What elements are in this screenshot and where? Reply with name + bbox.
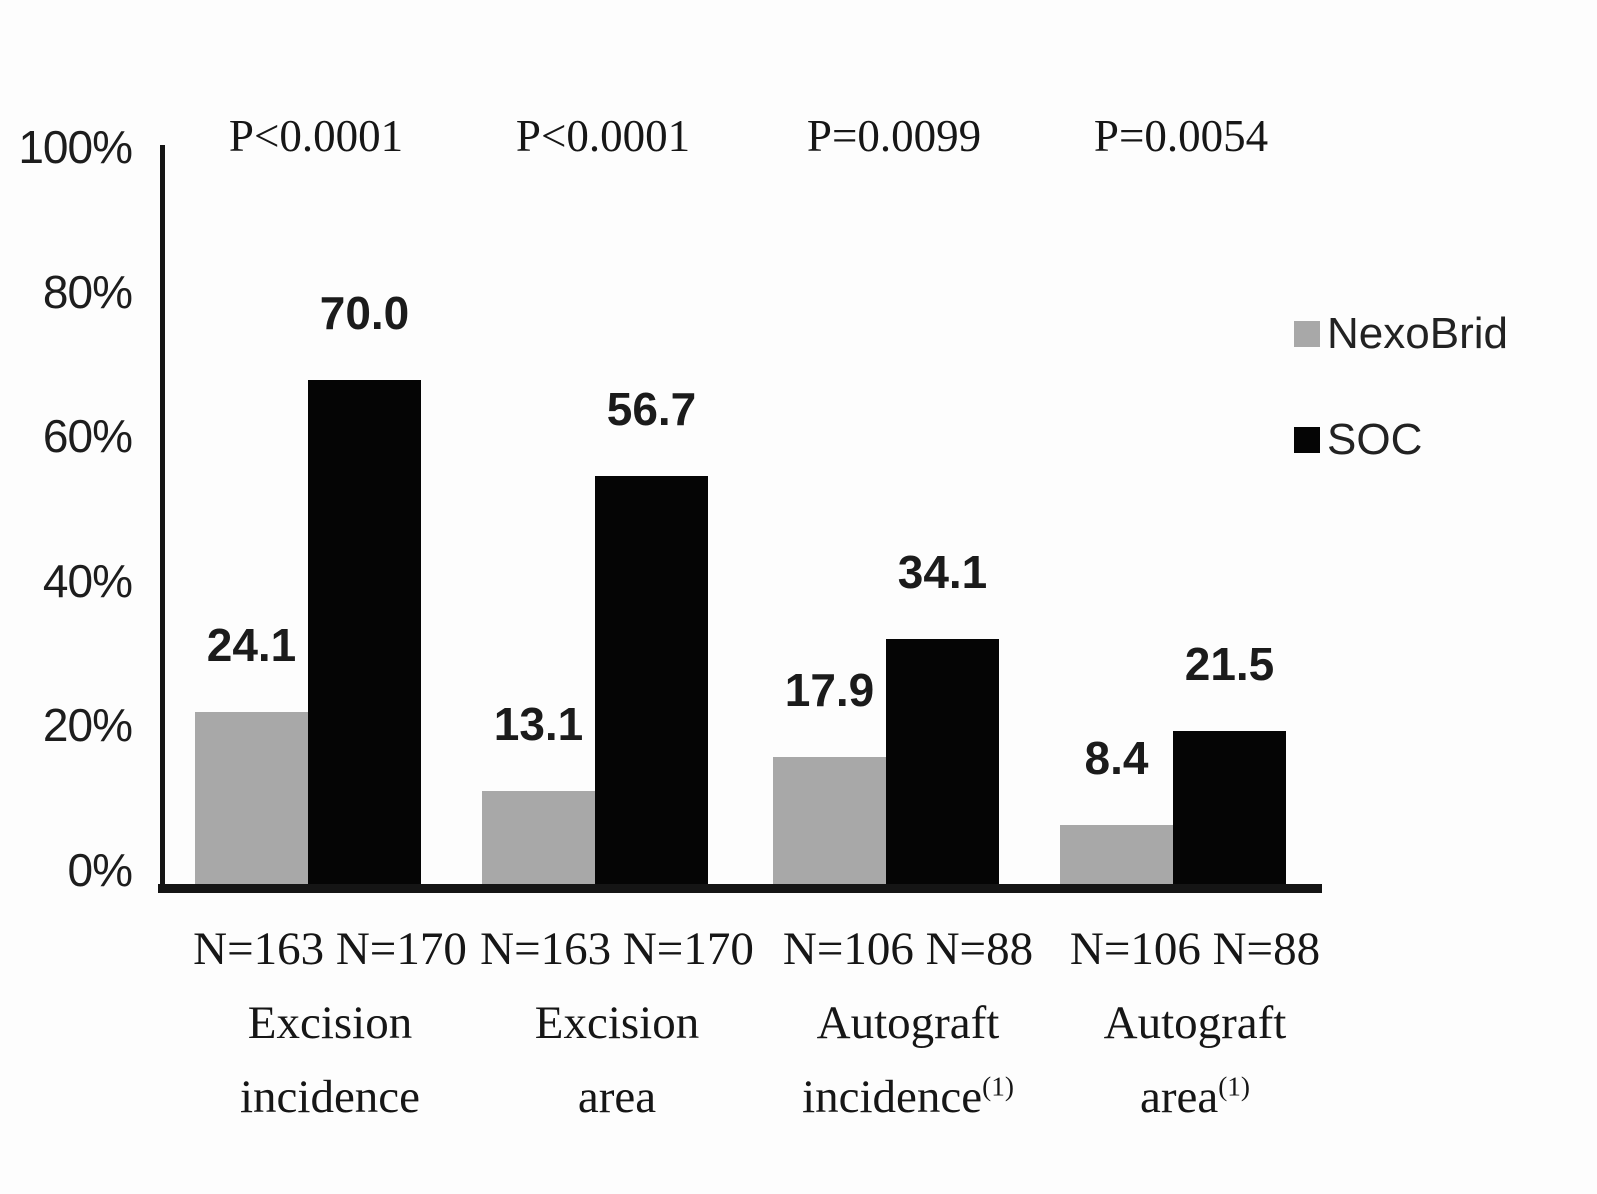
category-name-line: Excision — [534, 997, 700, 1049]
sample-size-label: N=163 N=170 — [480, 923, 754, 975]
sample-size-label: N=163 N=170 — [193, 923, 467, 975]
x-axis-category-label-autograft-area: N=106 N=88 Autograft area(1) — [1025, 912, 1365, 1134]
legend-swatch-nexobrid — [1294, 321, 1320, 347]
y-axis-tick-label: 40% — [42, 554, 133, 607]
bar-soc-excision-incidence — [308, 380, 421, 886]
bar-value-label: 34.1 — [897, 546, 988, 598]
bar-value-label: 21.5 — [1184, 638, 1275, 690]
x-axis-category-label-excision-incidence: N=163 N=170 Excision incidence — [160, 912, 500, 1134]
bar-soc-autograft-area — [1173, 731, 1286, 886]
category-name-line: incidence — [239, 1071, 421, 1123]
bar-value-label: 56.7 — [606, 383, 697, 435]
category-name-line: Autograft — [1103, 997, 1287, 1049]
p-value-label-excision-incidence: P<0.0001 — [228, 111, 404, 161]
category-name-line: incidence(1) — [802, 1071, 1014, 1123]
bar-nexobrid-excision-incidence — [195, 712, 308, 886]
category-name-line: Excision — [247, 997, 413, 1049]
legend-item-soc: SOC — [1294, 414, 1422, 466]
bar-nexobrid-excision-area — [482, 791, 595, 886]
y-axis-tick-label: 80% — [42, 265, 133, 318]
category-name-line: area — [577, 1071, 657, 1123]
y-axis-tick-label: 0% — [67, 844, 133, 896]
legend-label-soc: SOC — [1327, 415, 1423, 464]
x-axis-line — [158, 884, 1322, 893]
bar-value-label: 17.9 — [784, 664, 875, 716]
sample-size-label: N=106 N=88 — [782, 923, 1034, 975]
x-axis-category-label-autograft-incidence: N=106 N=88 Autograft incidence(1) — [738, 912, 1078, 1134]
bar-nexobrid-autograft-incidence — [773, 757, 886, 886]
category-name-line: Autograft — [816, 997, 1000, 1049]
bar-soc-autograft-incidence — [886, 639, 999, 886]
bar-nexobrid-autograft-area — [1060, 825, 1173, 886]
legend-label-nexobrid: NexoBrid — [1327, 309, 1508, 358]
y-axis-line — [160, 145, 165, 893]
bar-value-label: 8.4 — [1084, 732, 1149, 784]
legend-item-nexobrid: NexoBrid — [1294, 308, 1508, 360]
y-axis-tick-label: 60% — [42, 410, 133, 463]
footnote-marker: (1) — [1218, 1071, 1250, 1102]
p-value-label-excision-area: P<0.0001 — [515, 111, 691, 161]
bar-value-label: 24.1 — [206, 619, 297, 671]
sample-size-label: N=106 N=88 — [1069, 923, 1321, 975]
bar-value-label: 13.1 — [493, 698, 584, 750]
y-axis-tick-label: 100% — [18, 121, 133, 173]
y-axis-tick-label: 20% — [42, 699, 133, 752]
bar-value-label: 70.0 — [319, 287, 410, 339]
p-value-label-autograft-incidence: P=0.0099 — [806, 111, 982, 161]
bar-soc-excision-area — [595, 476, 708, 886]
x-axis-category-label-excision-area: N=163 N=170 Excision area — [447, 912, 787, 1134]
category-name-line: area(1) — [1139, 1071, 1250, 1123]
legend-swatch-soc — [1294, 427, 1320, 453]
p-value-label-autograft-area: P=0.0054 — [1093, 111, 1269, 161]
footnote-marker: (1) — [982, 1071, 1014, 1102]
